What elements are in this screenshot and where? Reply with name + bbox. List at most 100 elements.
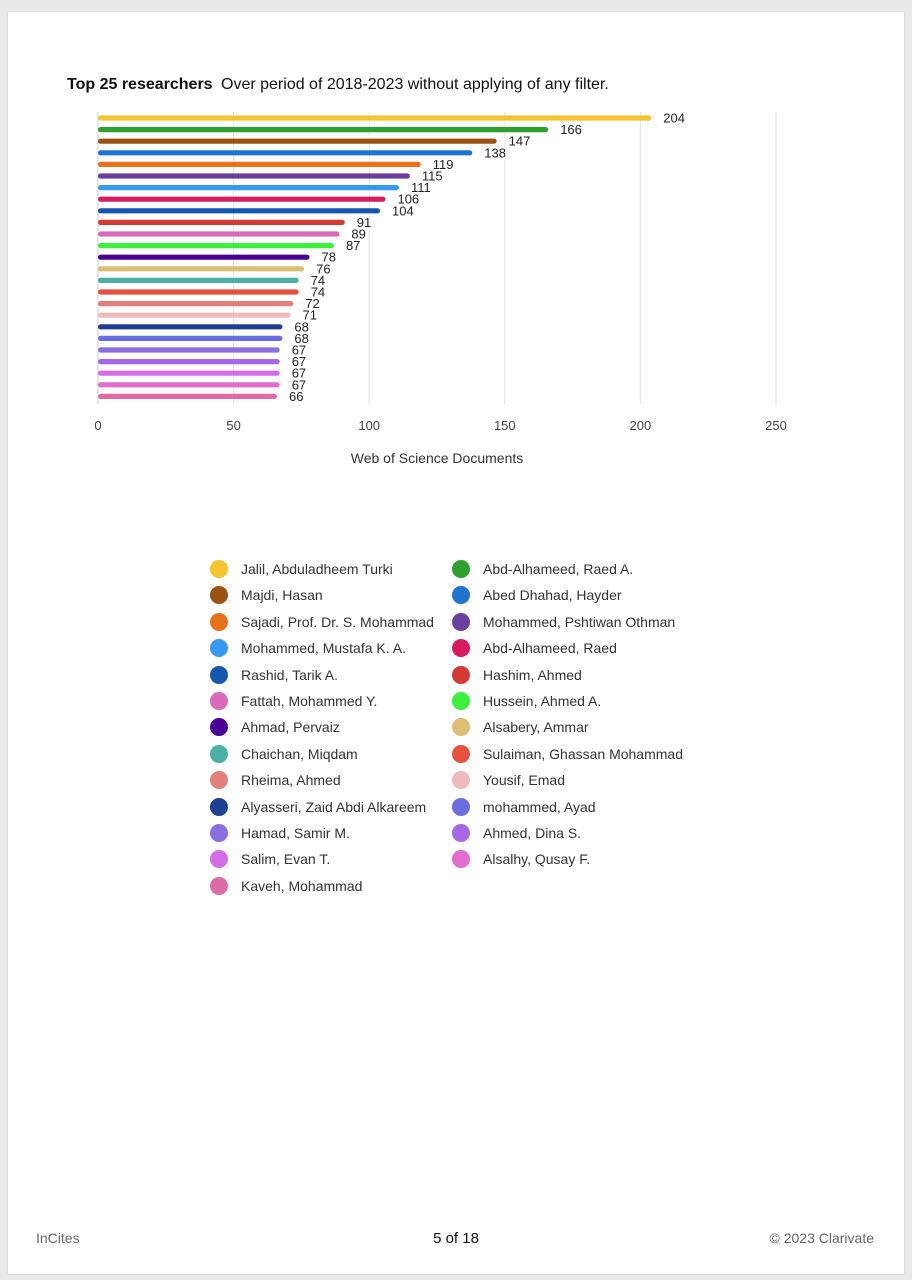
legend-label: Sajadi, Prof. Dr. S. Mohammad xyxy=(241,613,434,630)
bar[interactable] xyxy=(98,254,310,260)
legend-label: Abd-Alhameed, Raed A. xyxy=(483,561,634,577)
legend-item[interactable]: Mohammed, Pshtiwan Othman xyxy=(450,611,700,633)
legend-label: Hussein, Ahmed A. xyxy=(483,692,602,709)
bar[interactable] xyxy=(98,208,381,214)
legend-item[interactable]: Sajadi, Prof. Dr. S. Mohammad xyxy=(208,611,450,633)
data-label-layer: 2041661471381191151111061049189877876747… xyxy=(289,111,685,404)
bar[interactable] xyxy=(98,150,473,156)
data-label: 74 xyxy=(311,285,325,300)
x-axis-label: Web of Science Documents xyxy=(351,450,524,466)
bar[interactable] xyxy=(98,161,421,167)
bar[interactable] xyxy=(98,393,277,399)
bar-layer xyxy=(98,115,652,399)
bar[interactable] xyxy=(98,219,345,225)
bar[interactable] xyxy=(98,138,497,144)
legend-item[interactable]: Rheima, Ahmed xyxy=(208,769,450,791)
data-label: 147 xyxy=(509,134,531,149)
legend-swatch xyxy=(210,823,228,842)
chart-title: Top 25 researchers Over period of 2018-2… xyxy=(67,76,609,94)
data-label: 166 xyxy=(560,122,582,137)
data-label: 71 xyxy=(303,308,317,323)
legend-item[interactable]: Alsabery, Ammar xyxy=(450,716,700,738)
legend-swatch xyxy=(210,876,228,895)
legend-item[interactable]: Abed Dhahad, Hayder xyxy=(450,584,700,606)
report-page: Top 25 researchers Over period of 2018-2… xyxy=(8,12,904,1274)
chart-legend: Jalil, Abduladheem Turki Abd-Alhameed, Ra… xyxy=(208,558,700,897)
data-label: 78 xyxy=(322,250,336,265)
bar[interactable] xyxy=(98,173,410,179)
bar[interactable] xyxy=(98,277,299,283)
bar[interactable] xyxy=(98,359,280,365)
footer-app-name: InCites xyxy=(36,1230,80,1246)
legend-swatch xyxy=(452,718,470,737)
data-label: 72 xyxy=(305,296,319,311)
legend-item[interactable]: Ahmed, Dina S. xyxy=(450,822,700,844)
legend-label: Majdi, Hasan xyxy=(241,587,323,604)
legend-item[interactable]: Alsalhy, Qusay F. xyxy=(450,848,700,870)
legend-swatch xyxy=(210,639,228,658)
legend-item[interactable]: Sulaiman, Ghassan Mohammad xyxy=(450,743,700,765)
bar[interactable] xyxy=(98,370,280,376)
legend-swatch xyxy=(452,850,470,869)
bar[interactable] xyxy=(98,115,652,121)
bar[interactable] xyxy=(98,335,283,341)
legend-item[interactable]: Majdi, Hasan xyxy=(208,584,450,606)
legend-label: Abd-Alhameed, Raed xyxy=(483,640,617,657)
bar[interactable] xyxy=(98,127,549,133)
bar[interactable] xyxy=(98,231,340,237)
legend-item[interactable]: Jalil, Abduladheem Turki xyxy=(208,558,450,580)
chart-title-bold: Top 25 researchers xyxy=(67,76,213,93)
bar[interactable] xyxy=(98,324,283,330)
legend-label: Alsabery, Ammar xyxy=(483,719,589,736)
legend-swatch xyxy=(452,639,470,658)
legend-item[interactable]: Alyasseri, Zaid Abdi Alkareem xyxy=(208,796,450,818)
footer-copyright: © 2023 Clarivate xyxy=(769,1230,874,1246)
x-tick-label: 200 xyxy=(630,418,652,433)
legend-label: Abed Dhahad, Hayder xyxy=(483,587,622,604)
bar[interactable] xyxy=(98,185,400,191)
grid-layer xyxy=(97,112,777,404)
legend-label: Rashid, Tarik A. xyxy=(241,666,339,683)
data-label: 89 xyxy=(351,227,365,242)
legend-item[interactable]: Hamad, Samir M. xyxy=(208,822,450,844)
bar[interactable] xyxy=(98,196,386,202)
legend-item[interactable]: Rashid, Tarik A. xyxy=(208,664,450,686)
data-label: 76 xyxy=(316,261,330,276)
legend-item[interactable]: Fattah, Mohammed Y. xyxy=(208,690,450,712)
legend-item[interactable]: Salim, Evan T. xyxy=(208,848,450,870)
bar[interactable] xyxy=(98,312,291,318)
legend-swatch xyxy=(210,665,228,684)
legend-item[interactable]: Yousif, Emad xyxy=(450,769,700,791)
bar[interactable] xyxy=(98,243,334,249)
legend-item[interactable]: Abd-Alhameed, Raed xyxy=(450,637,700,659)
legend-swatch xyxy=(210,586,228,605)
legend-item[interactable]: Kaveh, Mohammad xyxy=(208,875,450,897)
bar[interactable] xyxy=(98,382,280,388)
legend-label: Rheima, Ahmed xyxy=(241,772,341,789)
data-label: 115 xyxy=(422,169,443,184)
legend-item[interactable]: Abd-Alhameed, Raed A. xyxy=(450,558,700,580)
legend-item[interactable]: Mohammed, Mustafa K. A. xyxy=(208,637,450,659)
legend-item[interactable]: mohammed, Ayad xyxy=(450,796,700,818)
legend-label: Chaichan, Miqdam xyxy=(241,745,358,762)
chart-subtitle: Over period of 2018-2023 without applyin… xyxy=(221,76,609,93)
data-label: 74 xyxy=(311,273,325,288)
legend-label: Hashim, Ahmed xyxy=(483,666,582,683)
legend-swatch xyxy=(452,586,470,605)
bar[interactable] xyxy=(98,266,305,272)
legend-swatch xyxy=(210,560,228,578)
legend-label: Ahmed, Dina S. xyxy=(483,824,582,841)
bar[interactable] xyxy=(98,301,294,307)
legend-swatch xyxy=(210,744,228,763)
legend-swatch xyxy=(210,718,228,737)
legend-item[interactable]: Hussein, Ahmed A. xyxy=(450,690,700,712)
legend-item[interactable]: Ahmad, Pervaiz xyxy=(208,716,450,738)
legend-item[interactable]: Hashim, Ahmed xyxy=(450,664,700,686)
legend-item[interactable]: Chaichan, Miqdam xyxy=(208,743,450,765)
page-number: 5 of 18 xyxy=(433,1230,479,1247)
legend-swatch xyxy=(452,560,470,578)
data-label: 104 xyxy=(392,203,414,218)
bar[interactable] xyxy=(98,289,299,295)
legend-swatch xyxy=(452,823,470,842)
bar[interactable] xyxy=(98,347,280,353)
